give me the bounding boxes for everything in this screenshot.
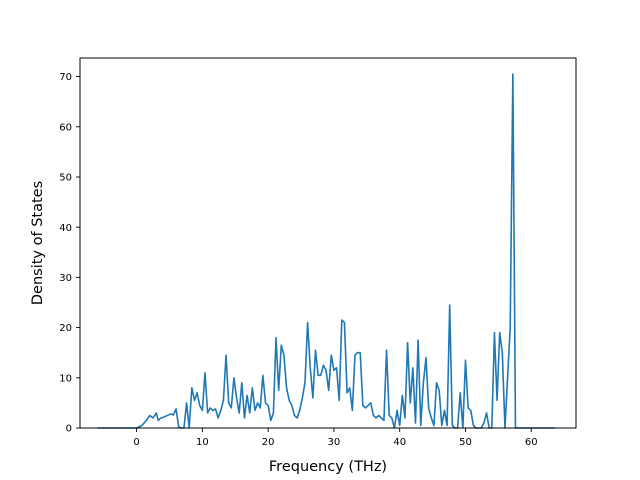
x-tick-label: 30 — [328, 437, 341, 448]
x-tick-label: 20 — [262, 437, 275, 448]
x-tick-label: 10 — [196, 437, 209, 448]
y-axis-label: Density of States — [30, 181, 46, 305]
y-tick-label: 40 — [59, 223, 72, 234]
plot-area — [96, 73, 556, 429]
y-tick-label: 0 — [66, 424, 72, 435]
x-tick-label: 60 — [525, 437, 538, 448]
x-tick-label: 50 — [459, 437, 472, 448]
x-axis-label: Frequency (THz) — [269, 459, 387, 475]
y-tick-label: 30 — [59, 273, 72, 284]
x-tick-label: 40 — [393, 437, 406, 448]
x-tick-label: 0 — [133, 437, 139, 448]
y-tick-label: 70 — [59, 72, 72, 83]
axes-frame — [79, 57, 577, 429]
y-tick-label: 20 — [59, 323, 72, 334]
y-tick-label: 60 — [59, 122, 72, 133]
dos-line — [96, 73, 556, 429]
y-tick-label: 50 — [59, 173, 72, 184]
y-tick-label: 10 — [59, 373, 72, 384]
tick-group: 0 10 20 30 40 50 60 0 10 20 30 40 50 60 70 — [59, 72, 537, 448]
